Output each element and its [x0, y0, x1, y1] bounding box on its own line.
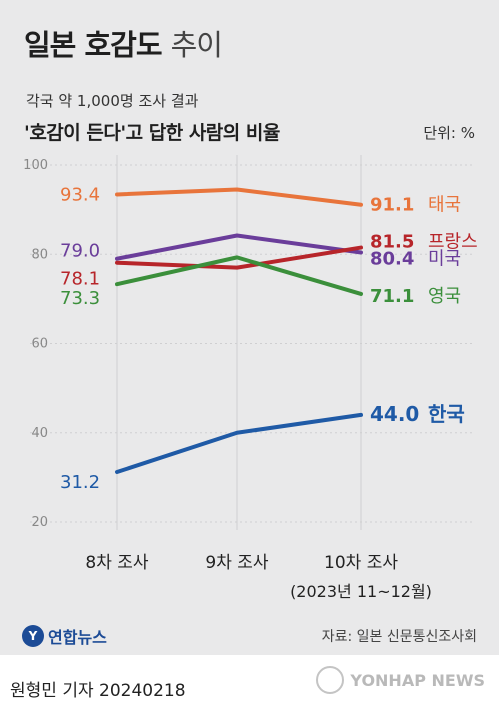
- series-line: [115, 233, 363, 261]
- y-tick-label: 100: [23, 158, 48, 173]
- series-name-label: 한국: [428, 402, 465, 426]
- data-label: 44.0: [370, 402, 419, 426]
- data-label: 79.0: [60, 241, 100, 262]
- series-line: [115, 187, 363, 207]
- yonhap-logo-icon: Y: [22, 625, 44, 647]
- x-tick-label: 10차 조사: [324, 553, 398, 573]
- reporter-credit: 원형민 기자 20240218: [10, 681, 186, 701]
- watermark-icon: [316, 666, 345, 694]
- line-chart: 20 40 60 80 100 93.4 91.1 태국 79.0 80.4 미국 78.1 81.5 프…: [23, 155, 478, 530]
- logo-text: 연합뉴스: [48, 628, 107, 647]
- series-name-label: 태국: [428, 195, 461, 216]
- x-tick-label: 8차 조사: [85, 553, 149, 573]
- data-label: 81.5: [370, 232, 414, 253]
- survey-note: 각국 약 1,000명 조사 결과: [26, 92, 199, 110]
- series-line: [115, 412, 363, 475]
- data-label: 91.1: [370, 195, 414, 216]
- x-tick-label: 9차 조사: [205, 553, 269, 573]
- yonhap-logo: Y 연합뉴스: [22, 624, 107, 648]
- data-label: 93.4: [60, 184, 100, 205]
- y-tick-label: 60: [31, 337, 48, 352]
- y-tick-label: 40: [31, 426, 48, 441]
- series-name-label: 프랑스: [428, 232, 478, 253]
- data-label: 31.2: [60, 472, 100, 493]
- title-light: 추이: [170, 28, 223, 62]
- series-name-label: 영국: [428, 286, 461, 307]
- y-tick-label: 80: [31, 247, 48, 262]
- series-name-label: 미국: [428, 248, 461, 269]
- x-tick-sublabel: (2023년 11~12월): [290, 582, 432, 601]
- data-label: 78.1: [60, 269, 100, 290]
- series-line: [115, 245, 363, 270]
- series-line: [115, 255, 363, 296]
- data-label: 71.1: [370, 286, 414, 307]
- watermark-text: YONHAP NEWS: [350, 670, 485, 690]
- watermark: YONHAP NEWS: [316, 666, 485, 694]
- infographic-card: 일본 호감도 추이 각국 약 1,000명 조사 결과 '호감이 든다'고 답한…: [0, 0, 499, 655]
- page-title: 일본 호감도 추이: [24, 22, 223, 64]
- y-tick-label: 20: [31, 515, 48, 530]
- title-bold: 일본 호감도: [24, 28, 162, 62]
- data-label: 73.3: [60, 288, 100, 309]
- unit-label: 단위: %: [423, 124, 475, 142]
- data-label: 80.4: [370, 248, 414, 269]
- source-note: 자료: 일본 신문통신조사회: [321, 629, 477, 645]
- chart-heading: '호감이 든다'고 답한 사람의 비율: [24, 122, 280, 144]
